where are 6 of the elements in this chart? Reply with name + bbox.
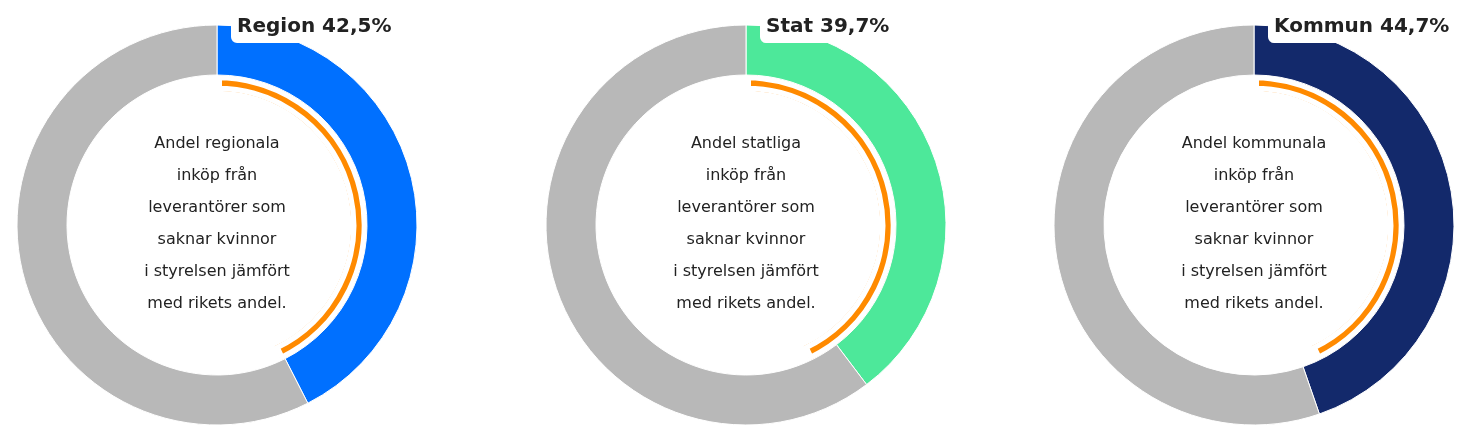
text: Andel statliga inköp från leverantörer som saknar kvinnor i styrelsen jämfört med rikets andel. xyxy=(672,132,820,314)
slice-label: Region 42,5% xyxy=(237,13,392,38)
slice-label: Kommun 44,7% xyxy=(1274,13,1450,38)
text: Andel kommunala inköp från leverantörer som saknar kvinnor i styrelsen jämfört med rikets andel. xyxy=(1180,132,1328,314)
text: Andel regionala inköp från leverantörer som saknar kvinnor i styrelsen jämfört med rikets andel. xyxy=(143,132,291,314)
slice-label: Stat 39,7% xyxy=(766,13,890,38)
